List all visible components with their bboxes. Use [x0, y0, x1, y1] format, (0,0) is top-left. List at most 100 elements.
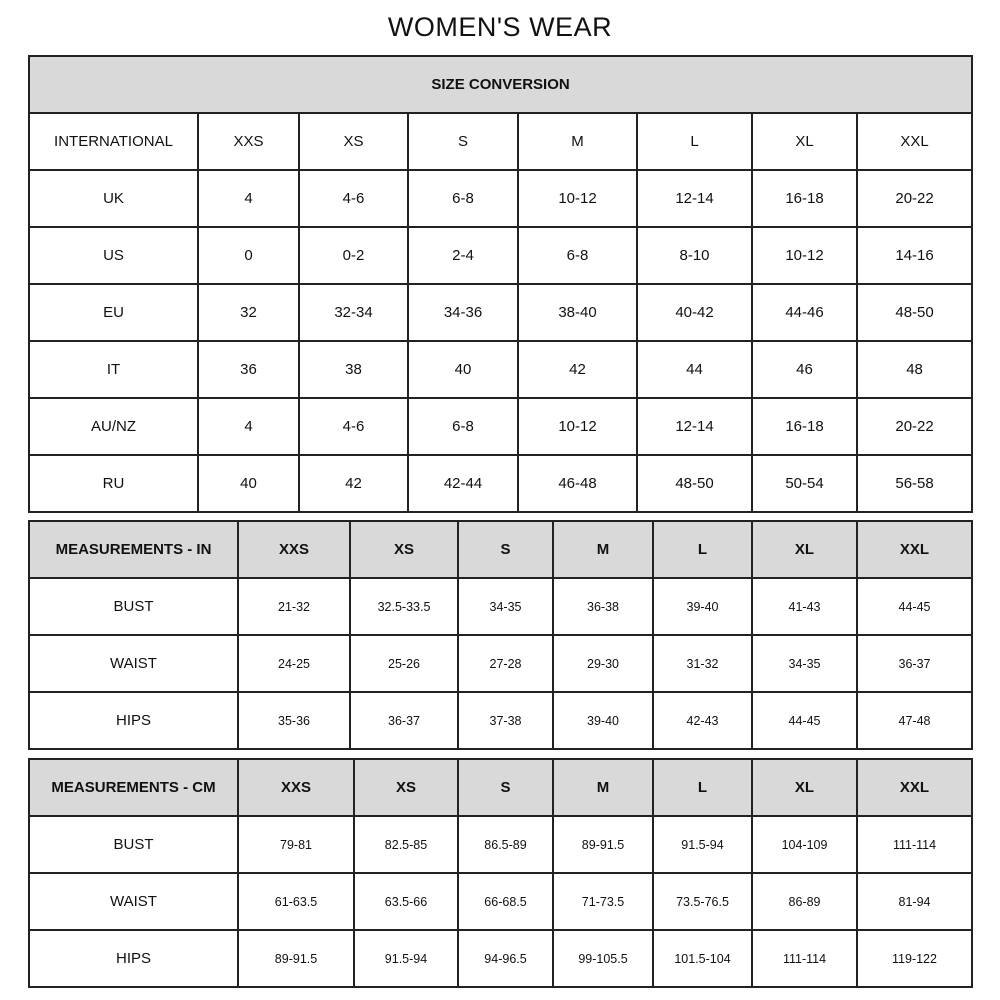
column-header: S — [457, 758, 554, 817]
table-cell: 40 — [197, 454, 300, 513]
table-cell: 101.5-104 — [652, 929, 753, 988]
table-cell: 94-96.5 — [457, 929, 554, 988]
column-header: XL — [751, 758, 858, 817]
table-cell: 32 — [197, 283, 300, 342]
table-cell: 20-22 — [855, 169, 974, 228]
table-cell: 36-37 — [349, 691, 459, 750]
table-cell: 34-35 — [457, 577, 554, 636]
table-cell: 79-81 — [237, 815, 355, 874]
row-label: RU — [28, 454, 199, 513]
table-cell: 4-6 — [298, 397, 409, 456]
row-label: BUST — [28, 815, 239, 874]
row-label: WAIST — [28, 872, 239, 931]
table-cell: 2-4 — [407, 226, 519, 285]
row-label: IT — [28, 340, 199, 399]
table-cell: 4-6 — [298, 169, 409, 228]
table-cell: 6-8 — [517, 226, 638, 285]
size-conversion-table: SIZE CONVERSION INTERNATIONAL XXS XS S M L XL X… — [27, 55, 974, 513]
table-row: RU 40 42 42-44 46-48 48-50 50-54 56-58 — [28, 454, 974, 513]
table-cell: 39-40 — [652, 577, 753, 636]
table-cell: 42 — [517, 340, 638, 399]
table-cell: 31-32 — [652, 634, 753, 693]
table-cell: 56-58 — [855, 454, 974, 513]
header-row: MEASUREMENTS - IN XXS XS S M L XL XXL — [28, 520, 973, 579]
table-row: BUST 79-81 82.5-85 86.5-89 89-91.5 91.5-94 104… — [28, 815, 973, 874]
table-cell: 42-44 — [407, 454, 519, 513]
table-row: AU/NZ 4 4-6 6-8 10-12 12-14 16-18 20-22 — [28, 397, 974, 456]
table-cell: 46-48 — [517, 454, 638, 513]
column-header: INTERNATIONAL — [28, 112, 199, 171]
table-cell: 46 — [751, 340, 858, 399]
row-label: HIPS — [28, 691, 239, 750]
table-cell: 34-35 — [751, 634, 858, 693]
column-header: XXL — [856, 758, 973, 817]
table-cell: 38-40 — [517, 283, 638, 342]
table-row: US 0 0-2 2-4 6-8 8-10 10-12 14-16 — [28, 226, 974, 285]
table-row: WAIST 24-25 25-26 27-28 29-30 31-32 34-35 36-37 — [28, 634, 973, 693]
table-cell: 27-28 — [457, 634, 554, 693]
row-label: HIPS — [28, 929, 239, 988]
table-cell: 48 — [855, 340, 974, 399]
table-cell: 16-18 — [751, 397, 858, 456]
column-header: MEASUREMENTS - CM — [28, 758, 239, 817]
column-header: M — [517, 112, 638, 171]
table-cell: 14-16 — [855, 226, 974, 285]
table-cell: 66-68.5 — [457, 872, 554, 931]
table-cell: 48-50 — [636, 454, 753, 513]
table-row: UK 4 4-6 6-8 10-12 12-14 16-18 20-22 — [28, 169, 974, 228]
table-cell: 104-109 — [751, 815, 858, 874]
table-cell: 38 — [298, 340, 409, 399]
table-row: HIPS 89-91.5 91.5-94 94-96.5 99-105.5 101.5-1… — [28, 929, 973, 988]
table-cell: 0-2 — [298, 226, 409, 285]
table-cell: 86.5-89 — [457, 815, 554, 874]
table-cell: 48-50 — [855, 283, 974, 342]
row-label: US — [28, 226, 199, 285]
column-header: XL — [751, 520, 858, 579]
table-cell: 12-14 — [636, 397, 753, 456]
column-header: XXL — [855, 112, 974, 171]
column-header: L — [652, 758, 753, 817]
table-cell: 42-43 — [652, 691, 753, 750]
table-cell: 63.5-66 — [353, 872, 459, 931]
column-header: M — [552, 520, 654, 579]
table-row: HIPS 35-36 36-37 37-38 39-40 42-43 44-45 47-48 — [28, 691, 973, 750]
table-cell: 111-114 — [856, 815, 973, 874]
table-cell: 44-46 — [751, 283, 858, 342]
column-header: L — [652, 520, 753, 579]
table-cell: 71-73.5 — [552, 872, 654, 931]
table-row: WAIST 61-63.5 63.5-66 66-68.5 71-73.5 73.5-76… — [28, 872, 973, 931]
table-cell: 16-18 — [751, 169, 858, 228]
table-cell: 10-12 — [751, 226, 858, 285]
table-cell: 81-94 — [856, 872, 973, 931]
table-row: EU 32 32-34 34-36 38-40 40-42 44-46 48-50 — [28, 283, 974, 342]
table-cell: 86-89 — [751, 872, 858, 931]
table-cell: 39-40 — [552, 691, 654, 750]
table-cell: 36-37 — [856, 634, 973, 693]
table-cell: 119-122 — [856, 929, 973, 988]
table-cell: 6-8 — [407, 169, 519, 228]
table-cell: 10-12 — [517, 169, 638, 228]
row-label: UK — [28, 169, 199, 228]
table-cell: 44 — [636, 340, 753, 399]
table-cell: 89-91.5 — [552, 815, 654, 874]
size-conversion-heading: SIZE CONVERSION — [27, 55, 974, 114]
table-cell: 20-22 — [855, 397, 974, 456]
table-cell: 82.5-85 — [353, 815, 459, 874]
header-row: MEASUREMENTS - CM XXS XS S M L XL XXL — [28, 758, 973, 817]
table-cell: 73.5-76.5 — [652, 872, 753, 931]
table-cell: 29-30 — [552, 634, 654, 693]
table-cell: 40-42 — [636, 283, 753, 342]
table-cell: 10-12 — [517, 397, 638, 456]
table-cell: 21-32 — [237, 577, 351, 636]
column-header: XXS — [237, 758, 355, 817]
table-cell: 36 — [197, 340, 300, 399]
column-header: XS — [349, 520, 459, 579]
table-cell: 44-45 — [856, 577, 973, 636]
table-cell: 34-36 — [407, 283, 519, 342]
table-cell: 25-26 — [349, 634, 459, 693]
table-cell: 91.5-94 — [652, 815, 753, 874]
column-header: XL — [751, 112, 858, 171]
column-header: XXS — [197, 112, 300, 171]
table-cell: 47-48 — [856, 691, 973, 750]
table-cell: 35-36 — [237, 691, 351, 750]
